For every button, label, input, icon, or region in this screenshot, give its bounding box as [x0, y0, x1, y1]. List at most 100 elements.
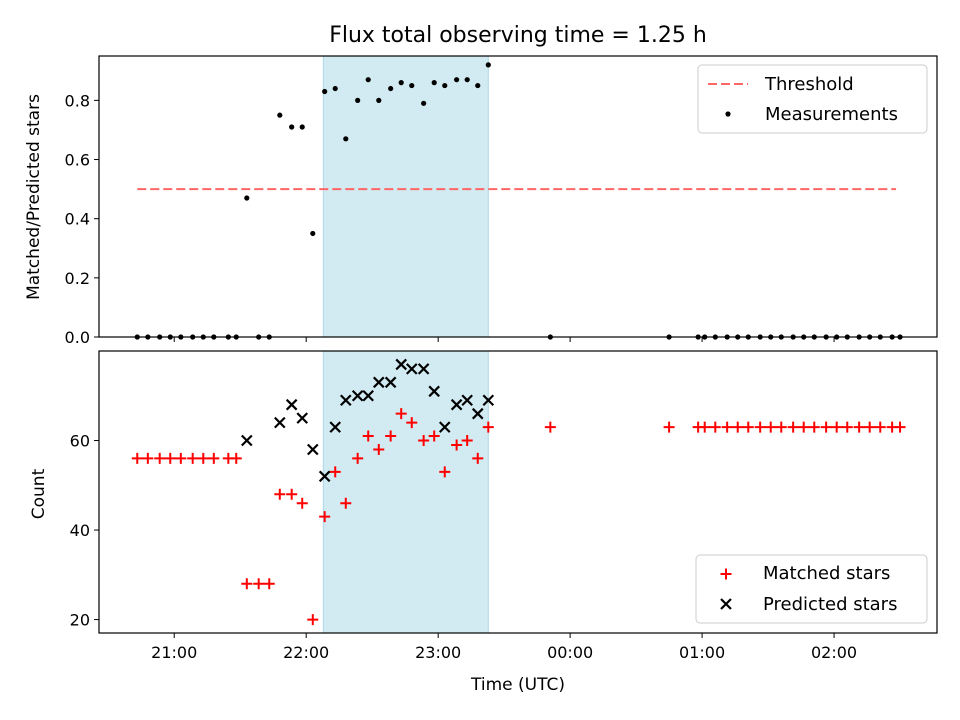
predicted-star-point [241, 434, 253, 447]
measurement-point [376, 97, 382, 103]
predicted-star-point [438, 421, 451, 433]
matched-star-point [253, 578, 265, 590]
predicted-star-point [395, 358, 407, 371]
predicted-star-point [405, 363, 418, 375]
matched-star-point [296, 497, 308, 509]
matched-star-point [874, 421, 886, 433]
predicted-star-point [318, 470, 331, 483]
predicted-star-point [274, 416, 286, 429]
predicted-star-point [450, 398, 463, 411]
matched-star-point [230, 452, 242, 464]
matched-star-point [461, 435, 473, 447]
matched-star-point [406, 417, 418, 429]
measurement-point [431, 80, 437, 86]
predicted-star-point [340, 394, 352, 407]
y-tick-label: 0.6 [65, 151, 90, 170]
matched-star-point [319, 511, 331, 523]
matched-star-point [395, 408, 407, 420]
matched-star-point [853, 421, 865, 433]
matched-star-point [175, 452, 187, 464]
legend-box [695, 554, 928, 624]
matched-star-point [329, 466, 341, 478]
matched-star-point [831, 421, 843, 433]
observing-window-span [322, 350, 489, 634]
x-tick-label: 22:00 [283, 643, 329, 662]
predicted-star-point [351, 389, 364, 402]
matched-star-point [894, 421, 906, 433]
measurement-point [244, 195, 250, 201]
legend-threshold-label: Threshold [764, 74, 854, 95]
predicted-star-point [329, 421, 342, 433]
matched-star-point [787, 421, 799, 433]
measurement-point [343, 136, 349, 142]
predicted-star-point [384, 376, 397, 389]
predicted-star-point [362, 389, 374, 402]
observing-window-span [322, 55, 489, 338]
matched-star-point [754, 421, 766, 433]
measurement-point [454, 77, 460, 83]
matched-star-point [385, 430, 397, 442]
matched-star-point [307, 614, 319, 626]
matched-star-point [742, 421, 754, 433]
measurement-point [365, 77, 371, 83]
x-tick-label: 01:00 [679, 643, 725, 662]
measurement-point [355, 97, 361, 103]
measurement-point [332, 85, 338, 92]
measurement-point [409, 82, 415, 89]
matched-star-point [164, 452, 176, 464]
matched-star-point [154, 452, 166, 464]
predicted-star-point [461, 394, 473, 407]
legend-matched-swatch [720, 568, 732, 580]
panel-bottom: 21:00 22:00 23:00 00:00 01:00 02:00 20 40 60 Matc… [70, 350, 938, 662]
measurement-point [299, 124, 305, 130]
matched-star-point [208, 452, 220, 464]
matched-star-point [131, 452, 143, 464]
y-tick-label: 20 [70, 611, 90, 630]
top-y-axis-label: Matched/Predicted stars [24, 94, 44, 300]
measurement-point [464, 77, 470, 83]
y-tick-label: 0.0 [65, 328, 90, 347]
y-tick-label: 0.2 [65, 269, 90, 288]
predicted-star-point [372, 376, 385, 389]
predicted-star-point [417, 363, 430, 375]
y-tick-label: 60 [70, 432, 90, 451]
matched-star-point [709, 421, 721, 433]
x-tick-label: 21:00 [151, 643, 197, 662]
axes-frame [98, 350, 938, 634]
measurement-point [277, 112, 283, 118]
predicted-star-point [482, 394, 495, 407]
matched-star-point [241, 578, 253, 590]
predicted-star-point [471, 407, 484, 420]
matched-star-point [841, 421, 853, 433]
legend-predicted-label: Predicted stars [763, 594, 897, 615]
matched-star-point [808, 421, 820, 433]
x-tick-label: 23:00 [415, 643, 461, 662]
matched-star-point [732, 421, 744, 433]
matched-star-point [663, 421, 675, 433]
matched-star-point [274, 488, 286, 500]
matched-star-point [472, 452, 484, 464]
matched-star-point [699, 421, 711, 433]
legend-measurements-label: Measurements [765, 104, 898, 125]
measurement-point [485, 62, 491, 68]
matched-star-point [142, 452, 154, 464]
measurement-point [398, 80, 404, 86]
matched-star-point [765, 421, 777, 433]
measurement-point [322, 88, 328, 95]
axes-frame [98, 55, 938, 338]
legend-matched-label: Matched stars [763, 563, 890, 584]
matched-star-point [286, 488, 298, 500]
y-tick-label: 0.4 [65, 210, 90, 229]
measurement-point [421, 100, 427, 106]
matched-star-point [352, 452, 364, 464]
predicted-star-point [285, 398, 298, 411]
x-axis-label: Time (UTC) [470, 675, 565, 695]
legend-box [697, 64, 928, 134]
matched-star-point [428, 430, 440, 442]
measurement-point [475, 82, 481, 89]
matched-star-point [775, 421, 787, 433]
measurement-point [442, 82, 448, 89]
measurement-point [289, 124, 295, 130]
matched-star-point [263, 578, 275, 590]
